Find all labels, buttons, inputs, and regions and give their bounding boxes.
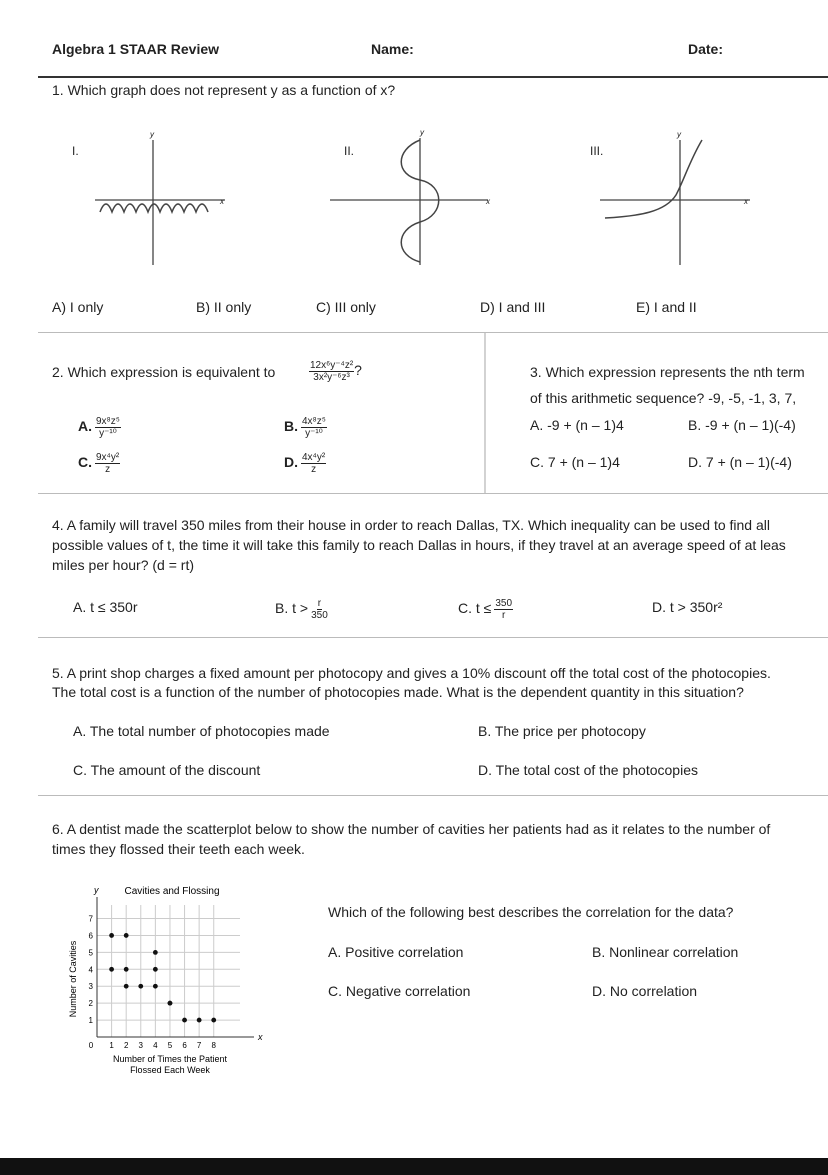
- choice: C. The amount of the discount: [73, 762, 261, 778]
- data-point: [167, 1000, 173, 1006]
- data-point: [123, 983, 129, 989]
- choice: C. Negative correlation: [328, 983, 471, 999]
- axis-letter: x: [220, 197, 224, 206]
- axis-letter: y: [150, 130, 154, 139]
- axis-letter: x: [486, 197, 490, 206]
- choice: E) I and II: [636, 299, 697, 315]
- choice: B. -9 + (n – 1)(-4): [688, 417, 796, 433]
- rule: [38, 493, 828, 494]
- choice: D. t > 350r²: [652, 599, 723, 615]
- choice: A. The total number of photocopies made: [73, 723, 330, 739]
- x-tick-label: 3: [139, 1041, 144, 1050]
- choice: A. Positive correlation: [328, 944, 464, 960]
- question: 3. Which expression represents the nth t…: [530, 364, 805, 380]
- choice: B. t > r 350: [275, 598, 328, 621]
- y-tick-label: 4: [89, 965, 94, 974]
- axis-letter: x: [257, 1032, 263, 1042]
- choice: A) I only: [52, 299, 104, 315]
- x-tick-label: 7: [197, 1041, 202, 1050]
- x-tick-label: 5: [168, 1041, 173, 1050]
- choice: A. 9x⁸z⁵ y⁻¹⁰: [78, 416, 121, 439]
- question: miles per hour? (d = rt): [52, 557, 194, 573]
- rule: [38, 332, 828, 333]
- prompt: Which of the following best describes th…: [328, 904, 734, 920]
- axis-letter: x: [744, 197, 748, 206]
- graph-label: III.: [590, 144, 604, 158]
- rule: [38, 76, 828, 78]
- data-point: [196, 1017, 202, 1023]
- question: The total cost is a function of the numb…: [52, 684, 744, 700]
- name-field: Name:: [371, 41, 414, 57]
- x-tick-label: 2: [124, 1041, 129, 1050]
- choice: B) II only: [196, 299, 252, 315]
- data-point: [152, 966, 158, 972]
- axis-letter: y: [93, 885, 99, 895]
- data-point: [152, 949, 158, 955]
- choice: A. -9 + (n – 1)4: [530, 417, 624, 433]
- x-axis-label: Number of Times the Patient: [113, 1054, 228, 1064]
- y-tick-label: 2: [89, 999, 94, 1008]
- expression: 12x⁶y⁻⁴z² 3x²y⁻⁶z³?: [309, 360, 362, 383]
- y-tick-label: 3: [89, 982, 94, 991]
- y-axis-label: Number of Cavities: [68, 940, 78, 1017]
- data-point: [138, 983, 144, 989]
- chart-title: Cavities and Flossing: [124, 886, 219, 897]
- question: 5. A print shop charges a fixed amount p…: [52, 665, 771, 681]
- choice: D) I and III: [480, 299, 546, 315]
- data-point: [123, 966, 129, 972]
- choice: D. 7 + (n – 1)(-4): [688, 454, 792, 470]
- data-point: [109, 933, 114, 938]
- question: 6. A dentist made the scatterplot below …: [52, 821, 771, 837]
- choice: B. Nonlinear correlation: [592, 944, 739, 960]
- choice: D. 4x⁴y² z: [284, 452, 327, 475]
- choice: D. The total cost of the photocopies: [478, 762, 698, 778]
- choice: B. The price per photocopy: [478, 723, 646, 739]
- data-point: [211, 1017, 217, 1023]
- x-tick-label: 6: [182, 1041, 187, 1050]
- question: times they flossed their teeth each week…: [52, 841, 305, 857]
- data-point: [152, 983, 158, 989]
- question: 2. Which expression is equivalent to: [52, 364, 276, 380]
- data-point: [182, 1017, 187, 1023]
- graph-label: I.: [72, 144, 79, 158]
- question: of this arithmetic sequence? -9, -5, -1,…: [530, 390, 797, 406]
- y-tick-label: 5: [89, 948, 94, 957]
- data-point: [109, 966, 114, 972]
- choice: C. 9x⁴y² z: [78, 452, 121, 475]
- choice: C) III only: [316, 299, 376, 315]
- y-tick-label: 7: [89, 915, 94, 924]
- x-tick-label: 8: [212, 1041, 217, 1050]
- question: 4. A family will travel 350 miles from t…: [52, 517, 770, 533]
- x-tick-label: 4: [153, 1041, 158, 1050]
- y-tick-label: 1: [89, 1016, 94, 1025]
- rule: [38, 637, 828, 638]
- axis-letter: y: [677, 130, 681, 139]
- choice: D. No correlation: [592, 983, 698, 999]
- choice: B. 4x⁸z⁵ y⁻¹⁰: [284, 416, 327, 439]
- question: 1. Which graph does not represent y as a…: [52, 82, 396, 98]
- choice: C. t ≤350 r: [458, 598, 514, 621]
- graph-label: II.: [344, 144, 355, 158]
- x-tick-label: 0: [89, 1041, 94, 1050]
- axis-letter: y: [420, 128, 424, 137]
- data-point: [123, 933, 129, 938]
- doc-title: Algebra 1 STAAR Review: [52, 41, 220, 57]
- rule: [38, 795, 828, 796]
- question: possible values of t, the time it will t…: [52, 537, 786, 553]
- choice: A. t ≤ 350r: [73, 599, 138, 615]
- date-field: Date:: [688, 41, 724, 57]
- y-tick-label: 6: [89, 931, 94, 940]
- x-axis-label: Flossed Each Week: [130, 1065, 210, 1075]
- choice: C. 7 + (n – 1)4: [530, 454, 620, 470]
- x-tick-label: 1: [109, 1041, 114, 1050]
